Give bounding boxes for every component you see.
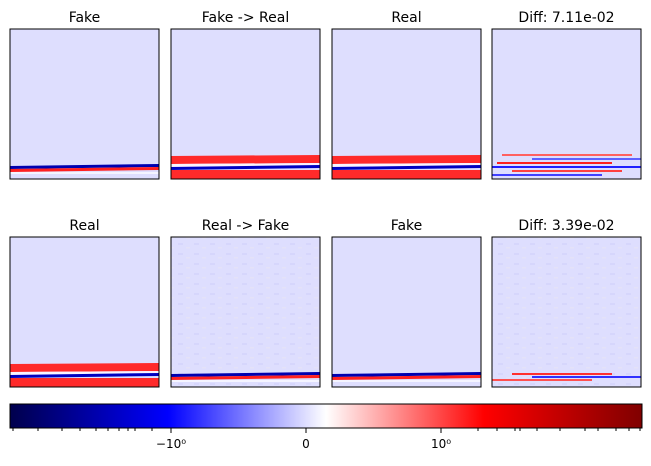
colorbar: −10⁰ 0 10⁰ (9, 403, 643, 451)
stripe-mark (332, 375, 481, 380)
panel-image (10, 29, 159, 179)
stripe-mark (532, 376, 641, 378)
stripe-mark (171, 170, 320, 179)
panel-6: Real -> Fake (170, 218, 321, 388)
stripe-mark (332, 372, 481, 377)
panel-title: Real (391, 10, 421, 26)
panel-7: Fake (331, 218, 482, 388)
stripe-mark (492, 166, 641, 168)
stripe-mark (332, 165, 481, 170)
panel-5: Real (9, 218, 160, 388)
panel-8: Diff: 3.39e-02 (491, 218, 642, 388)
panel-frame (170, 28, 321, 180)
colorbar-gradient (9, 403, 643, 429)
stripe-mark (512, 170, 622, 172)
stripe-mark (10, 363, 159, 372)
colorbar-tick-label: 0 (302, 437, 310, 451)
stripe-mark (492, 379, 592, 381)
stripe-mark (171, 155, 320, 164)
stripe-mark (332, 170, 481, 179)
stripe-mark (10, 167, 159, 172)
stripe-mark (10, 172, 159, 174)
panel-title: Fake (391, 218, 423, 234)
panel-title: Fake (69, 10, 101, 26)
stripe-mark (171, 372, 320, 377)
panel-1: Fake (9, 10, 160, 180)
stripe-mark (10, 164, 159, 169)
panel-image (492, 29, 641, 179)
panel-title: Fake -> Real (202, 10, 289, 26)
stripe-mark (332, 155, 481, 164)
panel-title: Diff: 3.39e-02 (518, 218, 614, 234)
stripe-mark (171, 165, 320, 170)
panel-frame (331, 236, 482, 388)
stripe-mark (171, 380, 320, 382)
panel-frame (9, 28, 160, 180)
panel-3: Real (331, 10, 482, 180)
colorbar-tick-label: 10⁰ (431, 437, 451, 451)
panel-group: Fake Fake -> Real Real Diff: 7.11e-02 Real Re… (9, 10, 642, 388)
stripe-mark (502, 154, 632, 156)
panel-2: Fake -> Real (170, 10, 321, 180)
stripe-mark (332, 380, 481, 382)
panel-image (332, 29, 481, 179)
stripe-mark (10, 373, 159, 378)
panel-image (171, 237, 320, 387)
panel-frame (491, 236, 642, 388)
panel-title: Diff: 7.11e-02 (518, 10, 614, 26)
panel-title: Real (69, 218, 99, 234)
panel-image (492, 237, 641, 387)
panel-frame (491, 28, 642, 180)
stripe-mark (497, 162, 612, 164)
stripe-mark (512, 373, 612, 375)
panel-frame (331, 28, 482, 180)
panel-4: Diff: 7.11e-02 (491, 10, 642, 180)
stripe-mark (532, 158, 641, 160)
colorbar-tick-label: −10⁰ (156, 437, 186, 451)
panel-frame (9, 236, 160, 388)
panel-image (332, 237, 481, 387)
stripe-mark (10, 378, 159, 387)
stripe-mark (492, 174, 602, 176)
stripe-mark (171, 375, 320, 380)
panel-image (171, 29, 320, 179)
panel-image (10, 237, 159, 387)
panel-frame (170, 236, 321, 388)
panel-title: Real -> Fake (202, 218, 289, 234)
